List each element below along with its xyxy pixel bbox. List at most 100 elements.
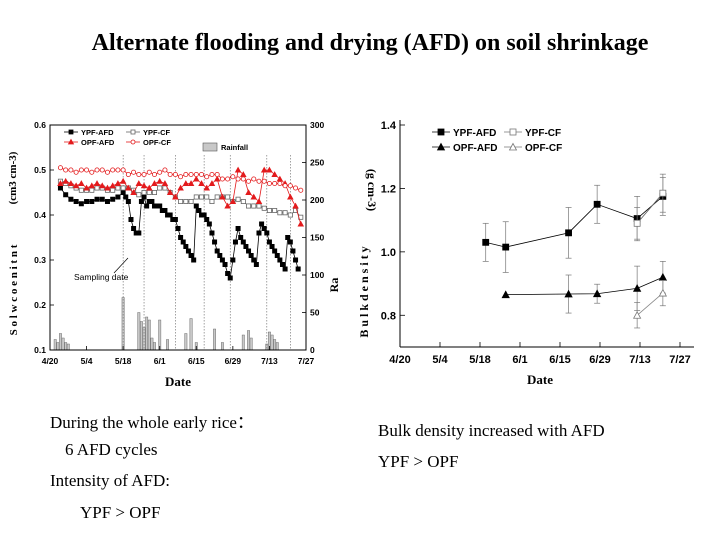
- legend-marker-opf-afd: [436, 142, 446, 151]
- data-point-opf-afd: [78, 180, 85, 187]
- data-point-ypf-afd: [227, 275, 233, 281]
- series-line-opf-afd: [505, 276, 664, 296]
- data-point-opf-cf: [293, 185, 299, 191]
- data-point-ypf-afd: [269, 243, 275, 249]
- data-point-ypf-cf: [235, 196, 241, 202]
- y-tick-label: 1.0: [381, 247, 396, 259]
- data-point-opf-cf: [298, 187, 304, 193]
- note-bulk-density: Bulk density increased with AFD: [378, 421, 605, 440]
- data-point-ypf-afd: [188, 252, 194, 258]
- legend-label: YPF-CF: [143, 128, 171, 137]
- data-point-opf-afd: [83, 184, 90, 191]
- x-tick-label: 7/27: [669, 354, 690, 366]
- data-point-ypf-afd: [287, 239, 293, 245]
- data-point-opf-cf: [162, 167, 168, 173]
- data-point-ypf-afd: [99, 196, 105, 202]
- y-tick-label: 0.3: [34, 255, 46, 265]
- data-point-ypf-afd: [295, 266, 301, 272]
- data-point-ypf-afd: [502, 243, 510, 251]
- data-point-opf-cf: [272, 180, 278, 186]
- legend-label: OPF-AFD: [453, 143, 497, 154]
- data-point-opf-afd: [219, 193, 226, 200]
- data-point-opf-cf: [225, 176, 231, 182]
- data-point-ypf-afd: [162, 207, 168, 213]
- data-point-opf-afd: [140, 182, 148, 189]
- data-point-ypf-afd: [274, 252, 280, 258]
- data-point-ypf-cf: [261, 205, 267, 211]
- data-point-ypf-afd: [243, 243, 249, 249]
- data-point-opf-cf: [120, 167, 126, 173]
- legend-marker-rainfall: [202, 142, 218, 152]
- data-point-opf-cf: [287, 183, 293, 189]
- data-point-ypf-afd: [261, 225, 267, 231]
- y2-tick-label: 250: [310, 158, 324, 168]
- data-point-ypf-afd: [230, 257, 236, 263]
- x-tick-label: 6/15: [188, 356, 205, 366]
- data-point-ypf-cf: [214, 194, 220, 200]
- data-point-ypf-afd: [238, 234, 244, 240]
- data-point-ypf-cf: [204, 194, 210, 200]
- annotation-arrow: [113, 257, 129, 274]
- data-point-ypf-afd: [138, 198, 144, 204]
- x-tick-label: 7/27: [298, 356, 315, 366]
- legend-marker-opf-cf: [508, 142, 518, 151]
- y2-tick-label: 150: [310, 233, 324, 243]
- sampling-date-annotation: Sampling date: [74, 272, 129, 282]
- data-point-ypf-afd: [212, 239, 218, 245]
- data-point-ypf-afd: [209, 230, 215, 236]
- data-point-ypf-afd: [63, 192, 69, 198]
- data-point-opf-afd: [72, 182, 80, 189]
- data-point-opf-afd: [208, 180, 216, 187]
- y-tick-label: 0.6: [34, 120, 46, 130]
- data-point-ypf-afd: [123, 194, 129, 200]
- y-tick-label: 0.2: [34, 300, 46, 310]
- data-point-opf-afd: [250, 193, 258, 200]
- data-point-ypf-afd: [256, 230, 262, 236]
- data-point-ypf-afd: [482, 238, 490, 246]
- data-point-opf-cf: [84, 167, 90, 173]
- data-point-ypf-afd: [68, 196, 74, 202]
- data-point-ypf-afd: [204, 216, 210, 222]
- legend-marker-opf-cf: [130, 139, 136, 145]
- y-axis-label-fragments: S o l w c o e n i t n t: [8, 244, 20, 335]
- x-tick-label: 5/18: [469, 354, 490, 366]
- data-point-opf-cf: [246, 178, 252, 184]
- y-tick-label: 1.2: [381, 183, 396, 195]
- data-point-opf-afd: [292, 202, 299, 209]
- data-point-opf-cf: [172, 171, 178, 177]
- data-point-opf-afd: [125, 184, 132, 191]
- data-point-opf-afd: [182, 180, 190, 187]
- data-point-opf-afd: [198, 180, 205, 187]
- data-point-ypf-afd: [115, 194, 121, 200]
- series-line-opf-cf: [636, 292, 664, 316]
- legend-label: YPF-CF: [525, 128, 561, 139]
- data-point-opf-afd: [88, 182, 96, 189]
- x-tick-label: 4/20: [389, 354, 410, 366]
- y2-tick-label: 200: [310, 195, 324, 205]
- data-point-opf-cf: [131, 169, 137, 175]
- data-point-ypf-afd: [251, 257, 257, 263]
- data-point-ypf-cf: [157, 185, 163, 191]
- data-point-opf-afd: [145, 184, 153, 191]
- data-point-ypf-cf: [209, 198, 215, 204]
- data-point-ypf-afd: [191, 257, 197, 263]
- data-point-ypf-afd: [125, 198, 131, 204]
- data-point-ypf-afd: [225, 270, 231, 276]
- data-point-opf-afd: [501, 290, 510, 299]
- data-point-opf-cf: [282, 183, 288, 189]
- y-tick-label: 0.4: [34, 210, 46, 220]
- data-point-opf-cf: [146, 169, 152, 175]
- data-point-ypf-cf: [246, 203, 252, 209]
- data-point-ypf-afd: [248, 252, 254, 258]
- data-point-opf-afd: [98, 182, 106, 189]
- x-tick-label: 6/15: [549, 354, 570, 366]
- data-point-opf-cf: [632, 310, 642, 319]
- data-point-opf-cf: [63, 167, 69, 173]
- x-tick-label: 6/29: [225, 356, 242, 366]
- data-point-ypf-cf: [151, 189, 157, 195]
- data-point-opf-afd: [161, 180, 169, 187]
- data-point-ypf-afd: [282, 266, 288, 272]
- data-point-ypf-cf: [277, 210, 283, 216]
